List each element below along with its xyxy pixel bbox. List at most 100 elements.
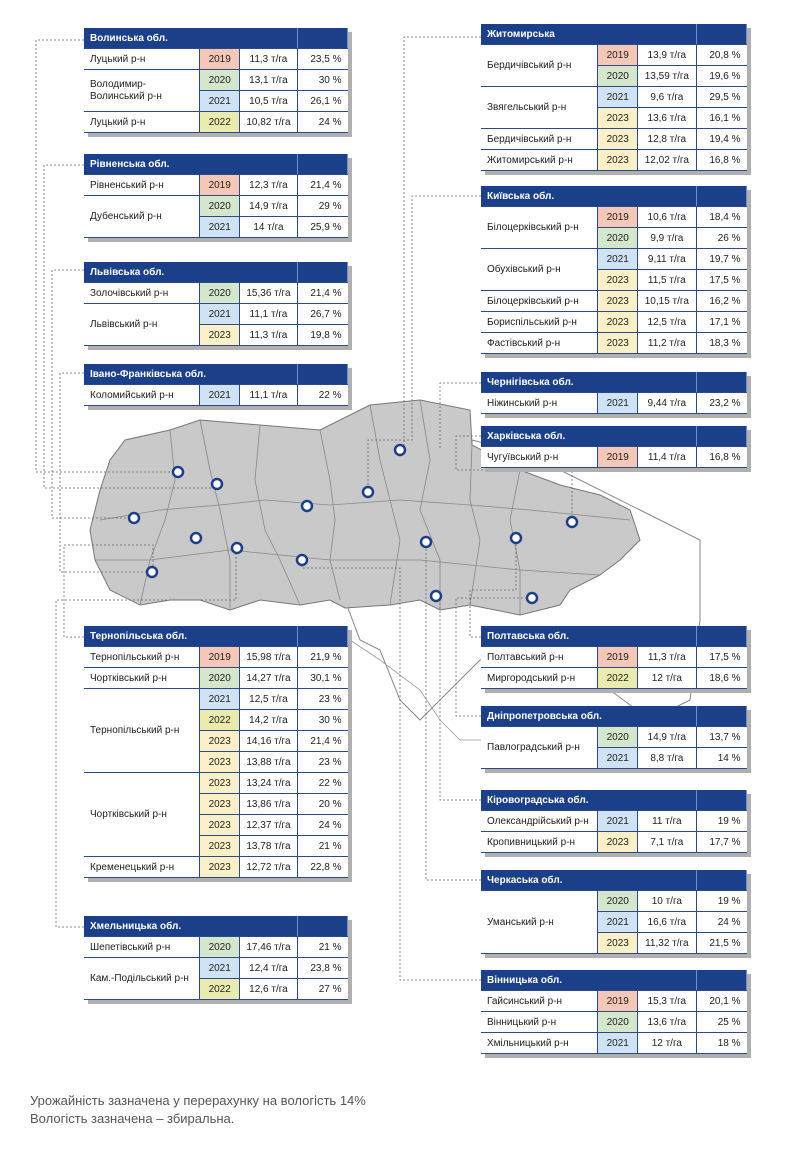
table-row: Чортківський р-н 2020 14,27 т/га 30,1 % xyxy=(84,667,348,689)
humidity-cell: 21,4 % xyxy=(297,174,348,196)
yield-cell: 9,9 т/га xyxy=(637,227,697,249)
yield-cell: 11,2 т/га xyxy=(637,332,697,354)
humidity-cell: 21 % xyxy=(297,936,348,958)
humidity-cell: 24 % xyxy=(297,111,348,133)
table-row: 2023 11,3 т/га 19,8 % xyxy=(84,324,348,346)
humidity-cell: 18 % xyxy=(696,1032,747,1054)
humidity-cell: 23,8 % xyxy=(297,957,348,979)
rayon-name: Уманський р-н xyxy=(481,890,599,954)
year-cell: 2020 xyxy=(199,282,240,304)
panel-header-blank xyxy=(696,186,748,207)
rayon-name: Кременецький р-н xyxy=(84,856,201,878)
yield-cell: 13,6 т/га xyxy=(637,107,697,129)
marker-kharkiv xyxy=(565,515,579,529)
rayon-name: Тернопільський р-н xyxy=(84,646,201,668)
panel-header-blank xyxy=(696,426,748,447)
panel-title: Черкаська обл. xyxy=(481,870,697,891)
rayon-name: Миргородський р-н xyxy=(481,667,599,689)
panel-header-blank xyxy=(297,28,349,49)
marker-volyn xyxy=(171,465,185,479)
year-cell: 2021 xyxy=(597,1032,639,1054)
panel-dnipro: Дніпропетровська обл. Павлоградський р-н 2… xyxy=(481,706,748,769)
year-cell: 2023 xyxy=(597,290,639,312)
humidity-cell: 30 % xyxy=(297,69,348,91)
year-cell: 2023 xyxy=(597,311,639,333)
yield-cell: 10,82 т/га xyxy=(239,111,298,133)
yield-cell: 12,02 т/га xyxy=(637,149,697,171)
yield-cell: 11,1 т/га xyxy=(239,384,298,406)
panel-khmelnytskyi: Хмельницька обл. Шепетівський р-н 2020 17,4… xyxy=(84,916,349,1000)
rayon-name: Олександрійський р-н xyxy=(481,810,599,832)
rayon-name: Хмільницький р-н xyxy=(481,1032,599,1054)
year-cell: 2023 xyxy=(597,332,639,354)
humidity-cell: 23 % xyxy=(297,688,348,710)
humidity-cell: 30,1 % xyxy=(297,667,348,689)
year-cell: 2021 xyxy=(597,248,639,270)
rayon-name: Обухівський р-н xyxy=(481,248,599,291)
yield-cell: 15,3 т/га xyxy=(637,990,697,1012)
year-cell: 2023 xyxy=(199,751,240,773)
table-row: Чортківський р-н 2023 13,24 т/га 22 % xyxy=(84,772,348,857)
yield-cell: 11,3 т/га xyxy=(239,324,298,346)
panel-header-blank xyxy=(696,706,748,727)
yield-cell: 9,44 т/га xyxy=(637,392,697,414)
marker-cherkasy xyxy=(419,535,433,549)
yield-cell: 16,6 т/га xyxy=(637,911,697,933)
year-cell: 2020 xyxy=(597,890,639,912)
rayon-name: Звягельський р-н xyxy=(481,86,599,129)
rayon-name: Бердичівський р-н xyxy=(481,128,599,150)
table-row: Кропивницький р-н 2023 7,1 т/га 17,7 % xyxy=(481,831,747,853)
table-row: Ніжинський р-н 2021 9,44 т/га 23,2 % xyxy=(481,392,747,414)
year-cell: 2020 xyxy=(597,1011,639,1033)
panel-title: Чернігівська обл. xyxy=(481,372,697,393)
table-row: Миргородський р-н 2022 12 т/га 18,6 % xyxy=(481,667,747,689)
table-row: 2023 11,5 т/га 17,5 % xyxy=(481,269,747,291)
humidity-cell: 21,4 % xyxy=(297,282,348,304)
yield-cell: 12 т/га xyxy=(637,667,697,689)
rayon-name: Фастівський р-н xyxy=(481,332,599,354)
humidity-cell: 19 % xyxy=(696,890,747,912)
table-row: Золочівський р-н 2020 15,36 т/га 21,4 % xyxy=(84,282,348,304)
table-row: 2021 14 т/га 25,9 % xyxy=(84,216,348,238)
year-cell: 2021 xyxy=(597,911,639,933)
rayon-name: Чортківський р-н xyxy=(84,772,201,857)
year-cell: 2022 xyxy=(199,709,240,731)
table-row: Коломийський р-н 2021 11,1 т/га 22 % xyxy=(84,384,348,406)
table-row: Шепетівський р-н 2020 17,46 т/га 21 % xyxy=(84,936,348,958)
humidity-cell: 21,4 % xyxy=(297,730,348,752)
table-row: Бердичівський р-н 2023 12,8 т/га 19,4 % xyxy=(481,128,747,150)
map-markers xyxy=(127,443,579,605)
rayon-name: Золочівський р-н xyxy=(84,282,201,304)
yield-cell: 13,9 т/га xyxy=(637,44,697,66)
panel-table: Харківська обл. Чугуївський р-н 2019 11,4 т… xyxy=(481,426,748,468)
table-row: Дубенський р-н 2020 14,9 т/га 29 % xyxy=(84,195,348,238)
year-cell: 2019 xyxy=(597,44,639,66)
table-row: Вінницький р-н 2020 13,6 т/га 25 % xyxy=(481,1011,747,1033)
yield-cell: 12,6 т/га xyxy=(239,978,298,1000)
panel-title: Тернопільська обл. xyxy=(84,626,298,647)
year-cell: 2023 xyxy=(199,324,240,346)
yield-cell: 12,5 т/га xyxy=(637,311,697,333)
panel-header-blank xyxy=(297,154,349,175)
year-cell: 2020 xyxy=(597,65,639,87)
humidity-cell: 26,1 % xyxy=(297,90,348,112)
panel-table: Рівненська обл. Рівненський р-н 2019 12,3 т… xyxy=(84,154,349,238)
table-row: Луцький р-н 2019 11,3 т/га 23,5 % xyxy=(84,48,348,70)
panel-chernihiv: Чернігівська обл. Ніжинський р-н 2021 9,44 … xyxy=(481,372,748,414)
rayon-name: Білоцерківський р-н xyxy=(481,206,599,249)
table-row: 2021 16,6 т/га 24 % xyxy=(481,911,747,933)
year-cell: 2021 xyxy=(199,957,240,979)
yield-cell: 14,9 т/га xyxy=(239,195,298,217)
rayon-name: Тернопільський р-н xyxy=(84,688,201,773)
panel-ivano: Івано-Франківська обл. Коломийський р-н 20… xyxy=(84,364,349,406)
year-cell: 2023 xyxy=(199,814,240,836)
year-cell: 2022 xyxy=(199,111,240,133)
panel-table: Житомирська Бердичівський р-н 2019 13,9 т/г… xyxy=(481,24,748,171)
humidity-cell: 19,6 % xyxy=(696,65,747,87)
rayon-name: Луцький р-н xyxy=(84,111,201,133)
year-cell: 2021 xyxy=(199,216,240,238)
humidity-cell: 25 % xyxy=(696,1011,747,1033)
humidity-cell: 17,7 % xyxy=(696,831,747,853)
year-cell: 2023 xyxy=(199,856,240,878)
year-cell: 2019 xyxy=(597,446,639,468)
